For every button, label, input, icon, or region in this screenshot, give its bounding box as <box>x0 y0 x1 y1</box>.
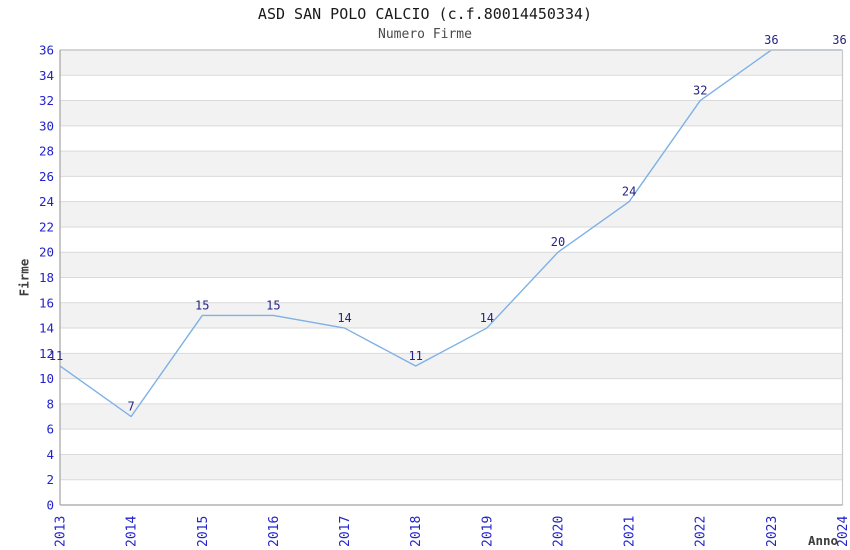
grid-band <box>60 252 843 278</box>
grid-band <box>60 403 843 430</box>
data-point-label: 14 <box>480 311 494 325</box>
data-point-label: 24 <box>622 185 636 199</box>
chart-title: ASD SAN POLO CALCIO (c.f.80014450334) <box>257 5 593 23</box>
data-point-label: 36 <box>832 33 846 47</box>
x-tick-label: 2022 <box>694 516 709 547</box>
y-tick-label: 6 <box>46 422 54 437</box>
y-tick-label: 14 <box>39 321 54 336</box>
grid-band <box>60 50 843 76</box>
y-tick-label: 32 <box>39 93 54 108</box>
x-tick-label: 2019 <box>480 516 495 547</box>
x-tick-label: 2018 <box>409 516 424 547</box>
x-tick-label: 2014 <box>125 516 140 547</box>
y-tick-label: 20 <box>39 245 54 260</box>
x-tick-label: 2024 <box>836 516 850 547</box>
grid-band <box>60 201 843 227</box>
data-point-label: 7 <box>128 400 135 414</box>
grid-band <box>60 302 843 329</box>
data-point-label: 15 <box>266 298 280 312</box>
y-tick-label: 8 <box>46 396 54 411</box>
y-tick-label: 22 <box>39 219 54 234</box>
y-tick-label: 10 <box>39 371 54 386</box>
y-tick-label: 0 <box>46 498 54 513</box>
x-axis-title: Anno <box>807 533 839 548</box>
data-point-label: 15 <box>195 298 209 312</box>
y-tick-label: 34 <box>39 68 54 83</box>
grid-band <box>60 100 843 126</box>
x-tick-label: 2017 <box>338 516 353 547</box>
y-tick-label: 28 <box>39 144 54 159</box>
x-tick-label: 2015 <box>196 516 211 547</box>
y-tick-label: 36 <box>39 43 54 58</box>
series-line <box>59 49 843 418</box>
data-point-label: 20 <box>551 235 565 249</box>
data-point-label: 11 <box>408 349 422 363</box>
x-tick-label: 2013 <box>54 516 69 547</box>
grid-band <box>60 454 843 480</box>
y-tick-label: 24 <box>39 194 54 209</box>
data-point-label: 11 <box>49 349 63 363</box>
data-point-label: 14 <box>337 311 351 325</box>
x-tick-label: 2020 <box>551 516 566 547</box>
y-tick-label: 12 <box>39 346 54 361</box>
data-point-label: 36 <box>764 33 778 47</box>
x-tick-label: 2023 <box>765 516 780 547</box>
y-tick-label: 26 <box>39 169 54 184</box>
y-tick-label: 16 <box>39 295 54 310</box>
y-tick-label: 4 <box>46 447 54 462</box>
x-tick-label: 2016 <box>267 516 282 547</box>
x-tick-label: 2021 <box>623 516 638 547</box>
grid-band <box>60 151 843 177</box>
data-point-label: 32 <box>693 84 707 98</box>
y-tick-label: 2 <box>46 472 54 487</box>
grid-band <box>60 353 843 379</box>
y-tick-label: 18 <box>39 270 54 285</box>
chart-subtitle: Numero Firme <box>378 27 472 42</box>
y-tick-label: 30 <box>39 118 54 133</box>
